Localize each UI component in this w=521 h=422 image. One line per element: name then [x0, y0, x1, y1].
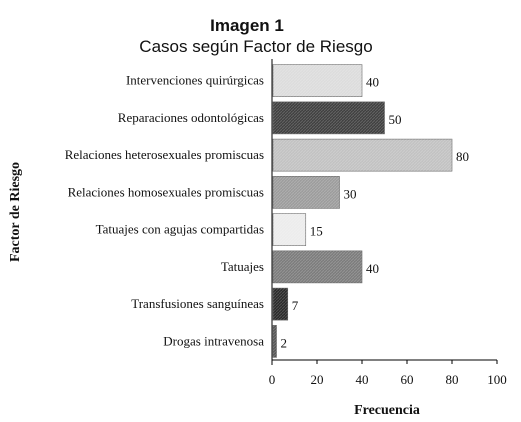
data-label: 80: [456, 149, 469, 164]
plot-area: Intervenciones quirúrgicas 40 Reparaciones…: [65, 59, 507, 387]
category-label: Relaciones heterosexuales promiscuas: [65, 147, 264, 162]
category-label: Relaciones homosexuales promiscuas: [68, 184, 264, 199]
x-tick-label: 80: [446, 372, 459, 387]
bar-texture: [273, 250, 362, 283]
chart-subtitle: Casos según Factor de Riesgo: [139, 37, 372, 56]
x-tick-label: 40: [356, 372, 369, 387]
x-axis-title: Frecuencia: [354, 403, 420, 418]
x-tick-label: 20: [311, 372, 324, 387]
bar-texture: [273, 213, 306, 246]
category-label: Intervenciones quirúrgicas: [126, 73, 264, 88]
bar-texture: [273, 288, 288, 321]
data-label: 7: [292, 298, 299, 313]
bar-texture: [273, 325, 277, 358]
data-label: 30: [344, 186, 357, 201]
bar-texture: [273, 139, 452, 172]
x-tick-label: 100: [487, 372, 507, 387]
category-label: Reparaciones odontológicas: [118, 110, 264, 125]
bar-texture: [273, 64, 362, 97]
category-label: Tatuajes: [221, 259, 264, 274]
data-label: 2: [281, 335, 288, 350]
data-label: 15: [310, 224, 323, 239]
bar-texture: [273, 176, 340, 209]
category-label: Drogas intravenosa: [163, 333, 264, 348]
bar-texture: [273, 101, 385, 134]
y-axis-title: Factor de Riesgo: [8, 162, 23, 262]
x-tick-label: 0: [269, 372, 276, 387]
data-label: 40: [366, 75, 379, 90]
chart-title: Imagen 1: [210, 16, 284, 35]
category-label: Tatuajes con agujas compartidas: [96, 222, 264, 237]
data-label: 50: [389, 112, 402, 127]
category-label: Transfusiones sanguíneas: [131, 296, 264, 311]
x-tick-label: 60: [401, 372, 414, 387]
data-label: 40: [366, 261, 379, 276]
